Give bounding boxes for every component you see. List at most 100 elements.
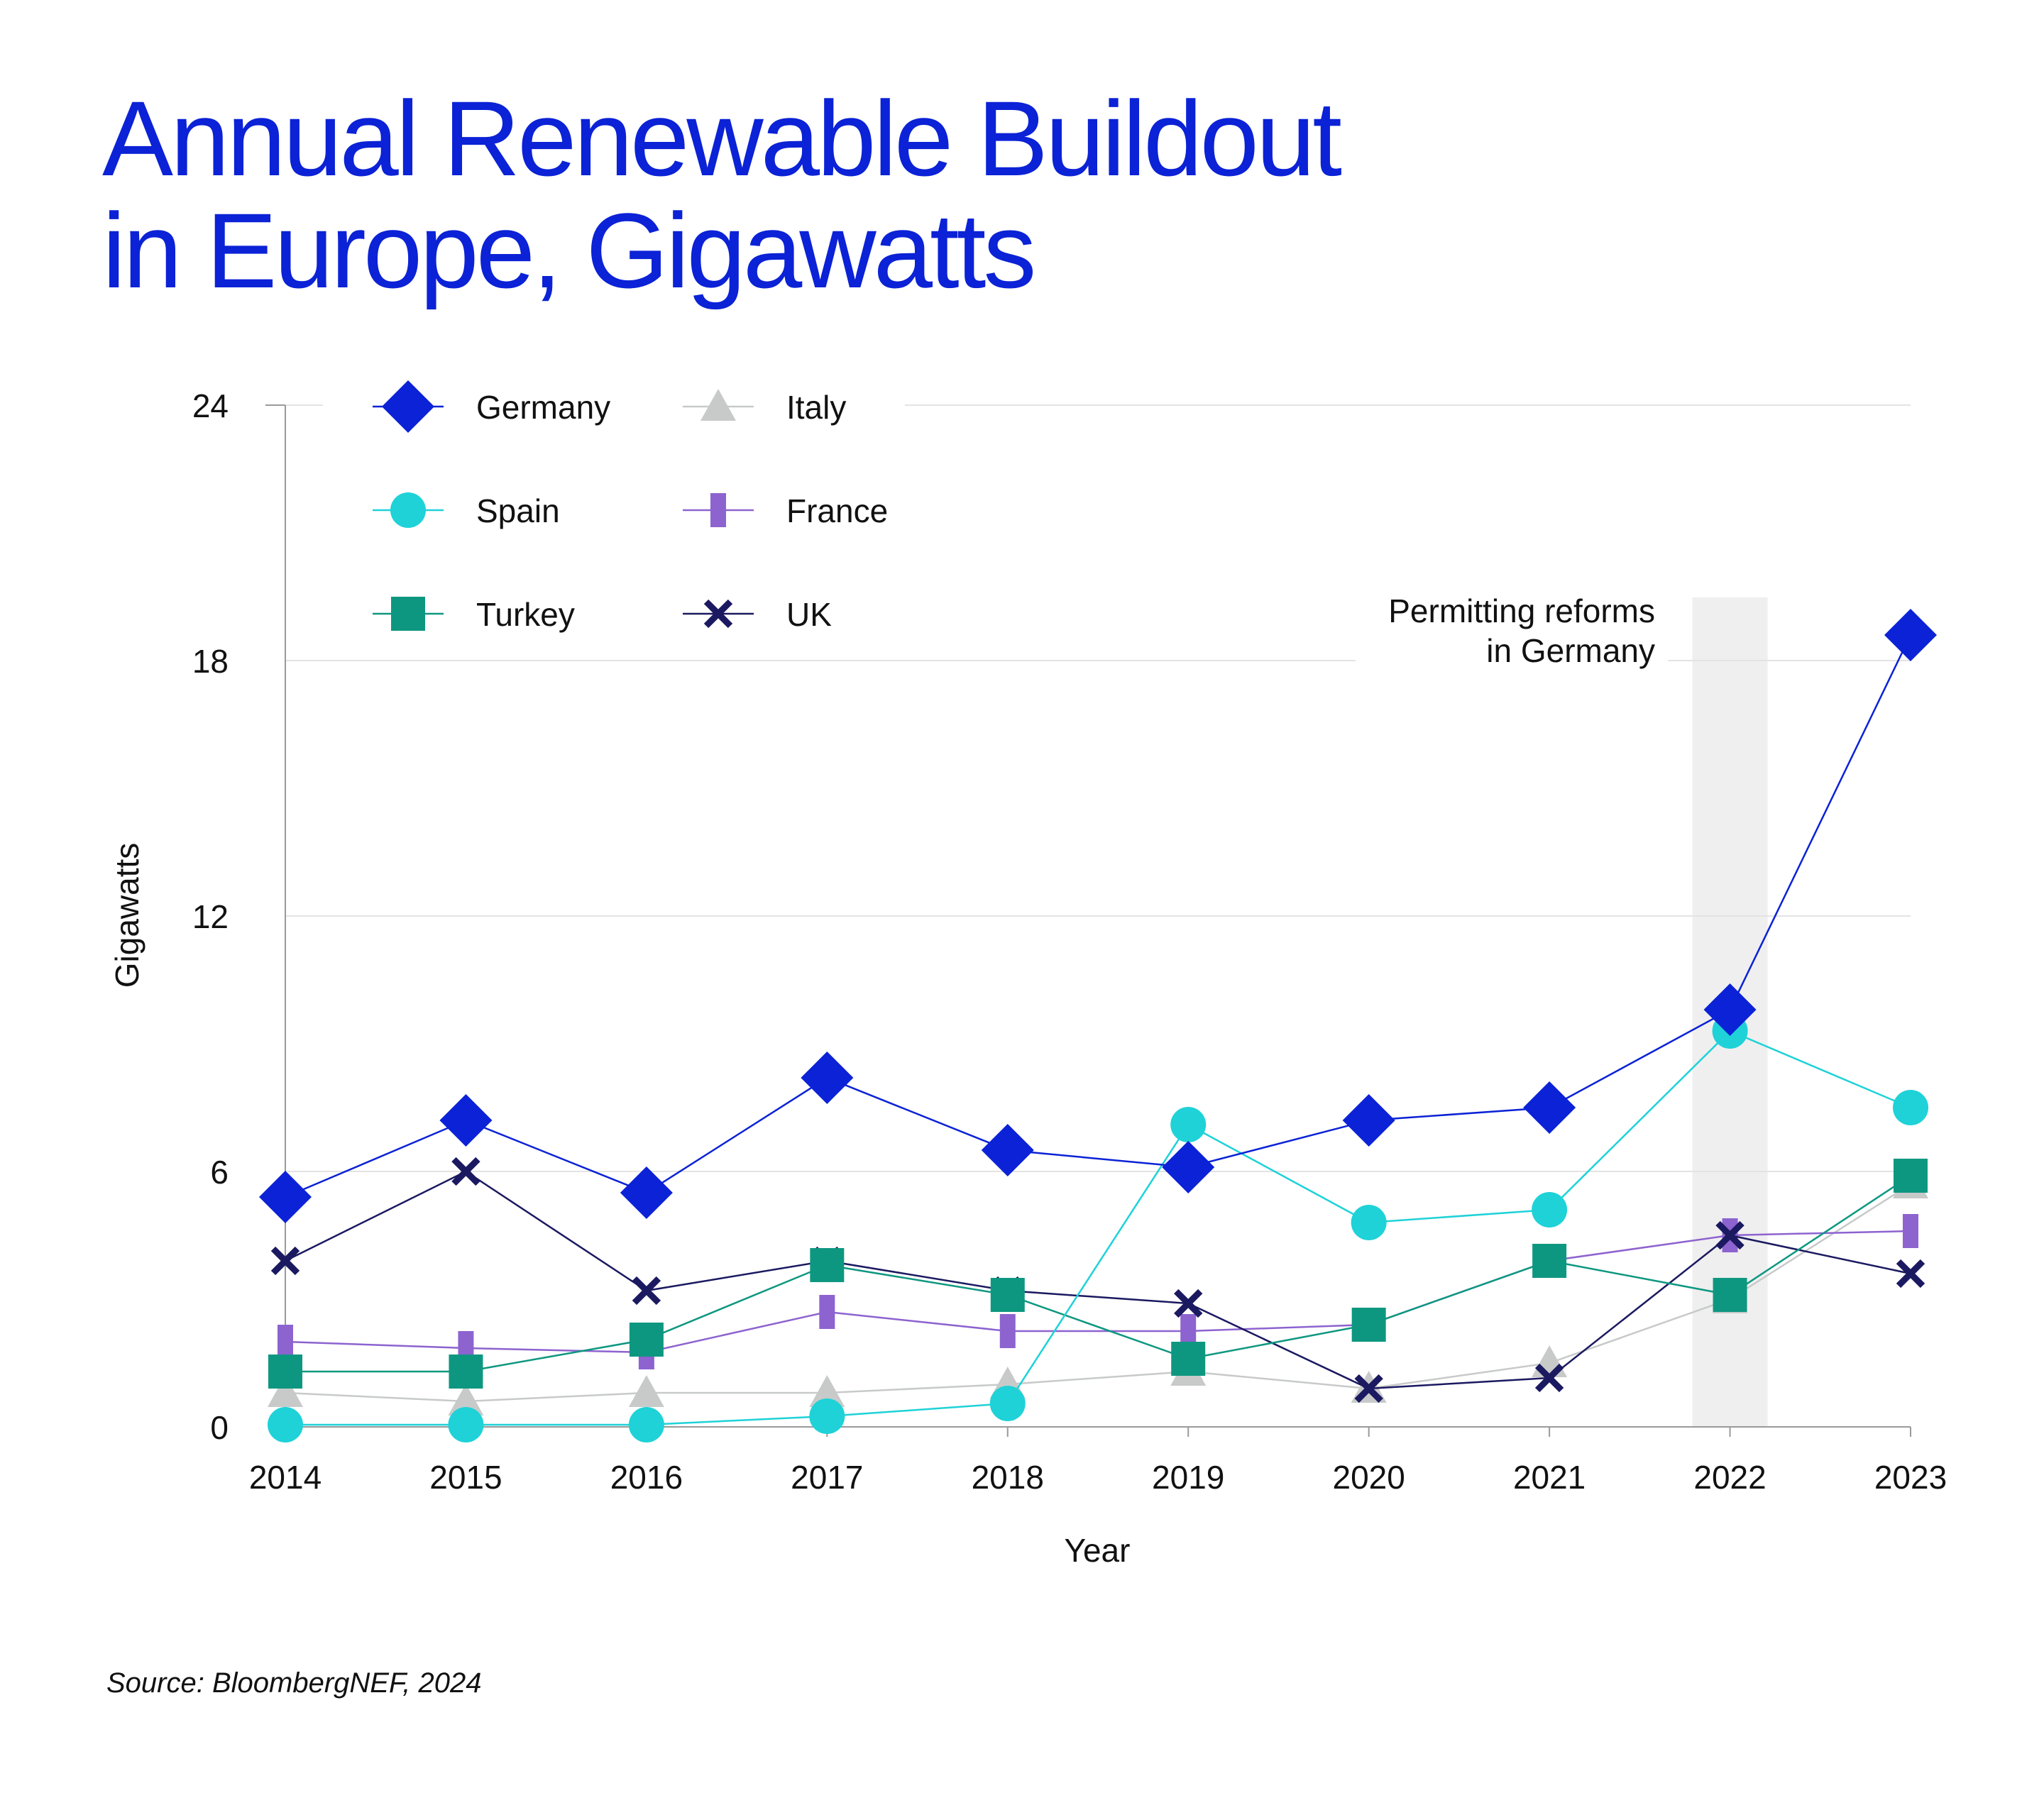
x-tick-label-2021: 2021 [1513, 1459, 1586, 1496]
series-line-france [285, 1230, 1911, 1354]
point-uk-2016 [632, 1276, 661, 1306]
x-tick-label-2017: 2017 [791, 1459, 863, 1496]
point-turkey-2019 [1171, 1342, 1206, 1376]
x-tick-label-2015: 2015 [429, 1459, 502, 1496]
point-uk-2015 [451, 1157, 480, 1186]
point-turkey-2017 [810, 1248, 845, 1282]
point-uk-2021-stroke-b [1534, 1363, 1564, 1393]
legend-item-uk: UK [683, 596, 832, 633]
legend-item-spain: Spain [373, 492, 560, 529]
legend-marker-turkey [391, 597, 425, 631]
point-italy-2014 [268, 1375, 303, 1407]
point-uk-2019 [1174, 1289, 1203, 1318]
point-italy-2016 [628, 1375, 664, 1407]
highlight-annotation-line-2: in Germany [1486, 632, 1655, 669]
point-france-2023 [1903, 1214, 1918, 1248]
point-turkey-2021 [1532, 1244, 1567, 1278]
y-tick-label-0: 0 [210, 1409, 229, 1446]
legend-label-italy: Italy [786, 389, 846, 426]
series-layer [259, 609, 1937, 1442]
point-turkey-2023 [1894, 1159, 1928, 1193]
chart-title-line-2: in Europe, Gigawatts [102, 191, 1033, 310]
point-uk-2020 [1354, 1374, 1383, 1403]
point-germany-2023 [1884, 609, 1937, 661]
point-spain-2021 [1532, 1192, 1568, 1227]
x-tick-label-2020: 2020 [1332, 1459, 1405, 1496]
point-uk-2023 [1896, 1259, 1925, 1289]
series-line-turkey [285, 1174, 1911, 1373]
series-turkey [268, 1159, 1928, 1389]
legend-item-italy: Italy [683, 389, 846, 426]
source-note: Source: BloombergNEF, 2024 [106, 1667, 481, 1699]
annotation-background [1356, 589, 1668, 678]
highlight-annotation-line-1: Permitting reforms [1388, 592, 1655, 629]
point-turkey-2014 [268, 1355, 302, 1389]
legend-label-france: France [786, 492, 888, 529]
series-line-uk [285, 1170, 1911, 1390]
legend-item-turkey: Turkey [373, 596, 575, 633]
x-tick-label-2014: 2014 [249, 1459, 322, 1496]
axes-layer: 0 6 12 18 24 2014 2015 2016 2017 2018 2019 2020 2021… [192, 387, 1947, 1496]
legend-label-spain: Spain [476, 492, 560, 529]
y-tick-label-24: 24 [192, 387, 229, 424]
point-uk-2015-stroke-b [451, 1157, 480, 1186]
legend-label-uk: UK [786, 596, 832, 633]
legend: Germany Spain Turkey Italy France UK [373, 380, 888, 633]
y-tick-label-18: 18 [192, 643, 229, 680]
point-spain-2019 [1170, 1107, 1207, 1142]
point-germany-2014 [259, 1171, 312, 1223]
point-turkey-2015 [449, 1355, 483, 1389]
series-uk [270, 1157, 1925, 1403]
point-uk-2020-stroke-b [1354, 1374, 1383, 1403]
point-uk-2014 [270, 1246, 300, 1276]
legend-item-germany: Germany [373, 380, 610, 433]
legend-marker-spain [390, 492, 426, 528]
point-spain-2017 [809, 1398, 845, 1434]
series-line-italy [285, 1183, 1911, 1403]
point-germany-2017 [801, 1052, 854, 1104]
point-uk-2019-stroke-b [1174, 1289, 1203, 1318]
legend-marker-germany [382, 380, 434, 433]
point-uk-2023-stroke-b [1896, 1259, 1925, 1289]
y-tick-label-6: 6 [210, 1154, 229, 1191]
point-germany-2019 [1162, 1141, 1215, 1193]
point-italy-2015 [448, 1384, 484, 1416]
point-france-2019 [1180, 1314, 1197, 1348]
x-tick-label-2016: 2016 [610, 1459, 683, 1496]
point-spain-2014 [268, 1407, 303, 1442]
point-germany-2015 [439, 1094, 493, 1147]
x-tick-label-2019: 2019 [1152, 1459, 1224, 1496]
legend-item-france: France [683, 492, 888, 529]
point-germany-2022 [1703, 983, 1757, 1036]
point-uk-2022-stroke-b [1715, 1220, 1744, 1250]
series-line-spain [285, 1030, 1911, 1426]
x-axis-title: Year [1065, 1532, 1131, 1569]
point-france-2014 [278, 1325, 293, 1359]
x-tick-label-2023: 2023 [1874, 1459, 1947, 1496]
point-germany-2018 [981, 1124, 1034, 1176]
y-axis-title: Gigawatts [109, 843, 145, 988]
point-turkey-2020 [1351, 1308, 1386, 1342]
point-france-2018 [999, 1314, 1016, 1348]
legend-marker-france [710, 493, 726, 527]
legend-marker-italy [700, 389, 736, 421]
legend-label-germany: Germany [476, 389, 610, 426]
series-line-germany [285, 634, 1912, 1198]
point-france-2017 [819, 1295, 835, 1329]
point-spain-2016 [628, 1407, 664, 1442]
legend-marker-uk-stroke-b [703, 599, 733, 629]
series-germany [259, 609, 1937, 1223]
legend-marker-uk [703, 599, 733, 629]
point-turkey-2016 [629, 1323, 664, 1357]
point-germany-2016 [620, 1166, 673, 1219]
point-uk-2021 [1534, 1363, 1564, 1393]
point-uk-2022 [1715, 1220, 1744, 1250]
point-spain-2020 [1351, 1205, 1387, 1240]
point-spain-2015 [448, 1407, 484, 1442]
point-germany-2020 [1342, 1094, 1395, 1147]
y-tick-label-12: 12 [192, 898, 229, 935]
point-uk-2016-stroke-b [632, 1276, 661, 1306]
chart-title-line-1: Annual Renewable Buildout [102, 79, 1341, 198]
x-tick-label-2018: 2018 [972, 1459, 1044, 1496]
